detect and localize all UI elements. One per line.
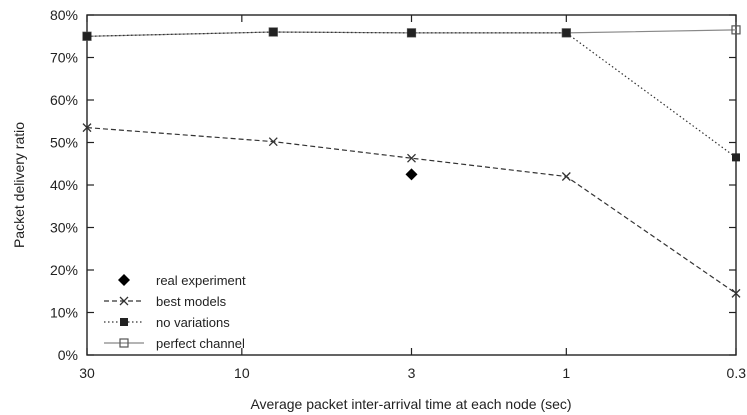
series-no-variations <box>83 28 740 162</box>
data-point <box>405 168 418 181</box>
y-tick-label: 50% <box>50 135 78 151</box>
series-real-experiment <box>405 168 418 181</box>
series-layer <box>82 25 741 298</box>
x-axis-label: Average packet inter-arrival time at eac… <box>250 396 571 412</box>
legend-label: real experiment <box>156 273 246 288</box>
y-tick-label: 30% <box>50 220 78 236</box>
legend-marker <box>120 318 128 326</box>
data-point <box>731 25 741 35</box>
y-tick-label: 20% <box>50 262 78 278</box>
x-tick-label: 30 <box>79 365 95 381</box>
data-point <box>269 28 278 36</box>
data-point <box>731 288 741 298</box>
series-best-models <box>82 123 741 298</box>
data-point <box>82 123 92 133</box>
x-tick-label: 0.3 <box>727 365 747 381</box>
legend-item: best models <box>104 294 227 309</box>
legend-label: perfect channel <box>156 336 245 351</box>
legend-item: real experiment <box>118 273 246 288</box>
legend-item: no variations <box>104 315 230 330</box>
x-tick-label: 3 <box>408 365 416 381</box>
legend-label: no variations <box>156 315 230 330</box>
x-axis: 30 10 3 1 0.3 <box>79 15 746 381</box>
data-point <box>268 137 278 147</box>
data-point <box>561 172 571 181</box>
x-tick-label: 1 <box>562 365 570 381</box>
legend-marker <box>119 296 129 306</box>
legend: real experiment best models no variations p… <box>104 273 246 351</box>
legend-label: best models <box>156 294 227 309</box>
legend-marker <box>119 338 129 348</box>
y-tick-label: 80% <box>50 7 78 23</box>
data-point <box>407 153 416 163</box>
legend-marker <box>118 274 130 286</box>
x-tick-label: 10 <box>234 365 250 381</box>
series-line <box>86 31 737 158</box>
y-axis: 0% 10% 20% 30% 40% 50% 60% 70% 80% <box>50 7 736 363</box>
data-point <box>732 153 740 162</box>
y-tick-label: 60% <box>50 92 78 108</box>
data-point <box>562 28 571 37</box>
data-point <box>407 28 416 37</box>
y-tick-label: 40% <box>50 177 78 193</box>
y-tick-label: 10% <box>50 305 78 321</box>
data-point <box>83 32 91 41</box>
y-tick-label: 0% <box>58 347 78 363</box>
legend-item: perfect channel <box>104 336 245 351</box>
y-axis-label: Packet delivery ratio <box>11 122 27 248</box>
series-line <box>86 127 737 294</box>
y-tick-label: 70% <box>50 50 78 66</box>
